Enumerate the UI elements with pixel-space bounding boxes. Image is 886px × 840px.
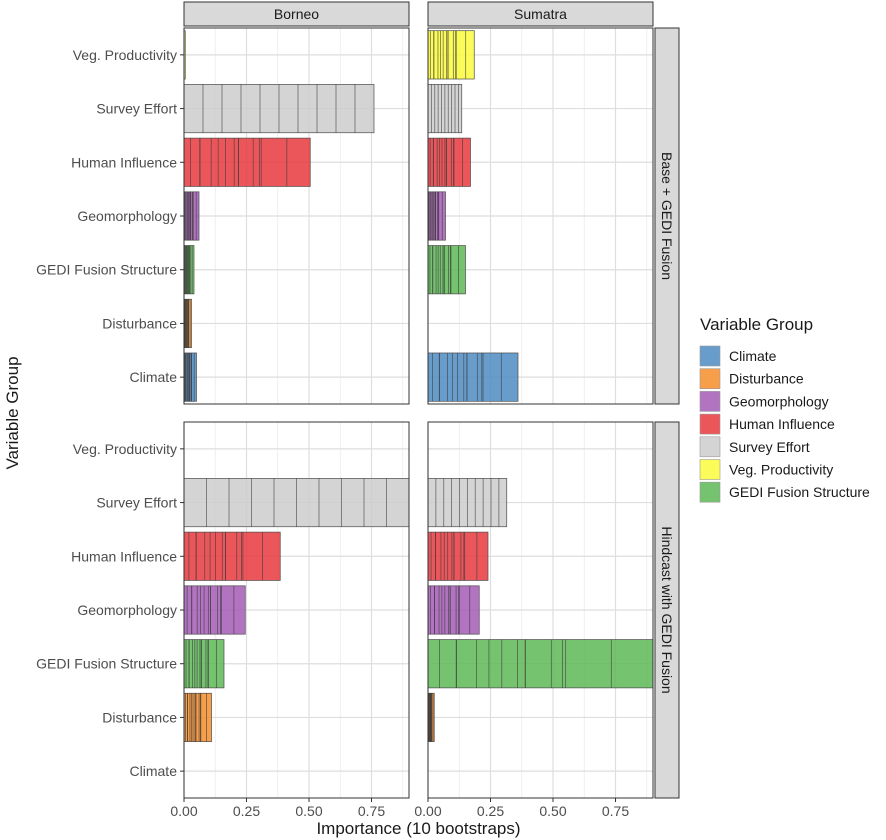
category-label-base-gedi-fusion-veg-productivity: Veg. Productivity: [73, 47, 177, 63]
facet-label-hindcast-with-gedi-fusion: Hindcast with GEDI Fusion: [659, 526, 675, 693]
legend-label-human-influence: Human Influence: [729, 416, 835, 432]
category-label-hindcast-with-gedi-fusion-survey-effort: Survey Effort: [96, 495, 177, 511]
bar-hindcast-with-gedi-fusion-borneo-gedi-fusion-structure: [183, 639, 225, 689]
xtick-label-borneo-3: 0.75: [358, 803, 385, 819]
xtick-label-sumatra-3: 0.75: [602, 803, 629, 819]
bar-hindcast-with-gedi-fusion-sumatra-gedi-fusion-structure: [427, 639, 654, 689]
category-label-base-gedi-fusion-disturbance: Disturbance: [102, 315, 177, 331]
bar-base-gedi-fusion-sumatra-veg-productivity: [427, 30, 475, 80]
panel-border-hindcast-with-gedi-fusion-sumatra: [427, 421, 654, 799]
bar-hindcast-with-gedi-fusion-borneo-human-influence: [183, 531, 281, 581]
legend-label-climate: Climate: [729, 348, 777, 364]
panel-border-base-gedi-fusion-sumatra: [427, 27, 654, 405]
bar-base-gedi-fusion-sumatra-climate: [427, 352, 519, 402]
category-label-hindcast-with-gedi-fusion-disturbance: Disturbance: [102, 709, 177, 725]
x-axis-title: Importance (10 bootstraps): [316, 819, 520, 838]
bar-hindcast-with-gedi-fusion-sumatra-human-influence: [427, 531, 489, 581]
facet-strip-borneo: [183, 1, 410, 27]
xtick-label-borneo-2: 0.50: [295, 803, 322, 819]
category-label-hindcast-with-gedi-fusion-veg-productivity: Veg. Productivity: [73, 441, 177, 457]
category-label-hindcast-with-gedi-fusion-gedi-fusion-structure: GEDI Fusion Structure: [36, 656, 177, 672]
facet-label-base-gedi-fusion: Base + GEDI Fusion: [659, 152, 675, 280]
bar-hindcast-with-gedi-fusion-borneo-geomorphology: [183, 585, 246, 635]
legend-swatch-disturbance: [699, 368, 721, 390]
xtick-label-borneo-0: 0.00: [170, 803, 197, 819]
legend-swatch-survey-effort: [699, 436, 721, 458]
category-label-base-gedi-fusion-gedi-fusion-structure: GEDI Fusion Structure: [36, 262, 177, 278]
bar-base-gedi-fusion-sumatra-human-influence: [427, 137, 471, 187]
xtick-label-sumatra-1: 0.25: [477, 803, 504, 819]
xtick-label-sumatra-2: 0.50: [539, 803, 566, 819]
legend-label-veg-productivity: Veg. Productivity: [729, 462, 833, 478]
bar-hindcast-with-gedi-fusion-sumatra-geomorphology: [427, 585, 480, 635]
legend-title: Variable Group: [700, 315, 813, 334]
xtick-label-borneo-1: 0.25: [233, 803, 260, 819]
legend-label-survey-effort: Survey Effort: [729, 439, 810, 455]
legend-label-disturbance: Disturbance: [729, 371, 804, 387]
legend-swatch-veg-productivity: [699, 459, 721, 480]
category-label-hindcast-with-gedi-fusion-human-influence: Human Influence: [71, 548, 177, 564]
bar-base-gedi-fusion-sumatra-gedi-fusion-structure: [427, 245, 466, 295]
bar-base-gedi-fusion-borneo-human-influence: [183, 137, 311, 187]
y-axis-title: Variable Group: [3, 356, 22, 469]
category-label-base-gedi-fusion-human-influence: Human Influence: [71, 154, 177, 170]
facet-strip-base-gedi-fusion: [654, 27, 680, 405]
facet-strip-sumatra: [427, 1, 654, 27]
facet-label-sumatra: Sumatra: [514, 6, 567, 22]
category-label-base-gedi-fusion-geomorphology: Geomorphology: [77, 208, 177, 224]
category-label-base-gedi-fusion-climate: Climate: [130, 369, 178, 385]
facet-strip-hindcast-with-gedi-fusion: [654, 421, 680, 799]
legend-swatch-human-influence: [699, 413, 721, 435]
bar-hindcast-with-gedi-fusion-borneo-disturbance: [183, 692, 212, 742]
legend-label-gedi-fusion-structure: GEDI Fusion Structure: [729, 484, 870, 500]
category-label-base-gedi-fusion-survey-effort: Survey Effort: [96, 101, 177, 117]
bar-base-gedi-fusion-sumatra-geomorphology: [427, 191, 446, 241]
category-label-hindcast-with-gedi-fusion-geomorphology: Geomorphology: [77, 602, 177, 618]
legend-swatch-geomorphology: [699, 391, 721, 412]
facet-label-borneo: Borneo: [274, 6, 319, 22]
xtick-label-sumatra-0: 0.00: [414, 803, 441, 819]
category-label-hindcast-with-gedi-fusion-climate: Climate: [130, 763, 178, 779]
legend-swatch-gedi-fusion-structure: [699, 481, 721, 503]
legend-label-geomorphology: Geomorphology: [729, 393, 829, 409]
legend-swatch-climate: [699, 345, 721, 367]
